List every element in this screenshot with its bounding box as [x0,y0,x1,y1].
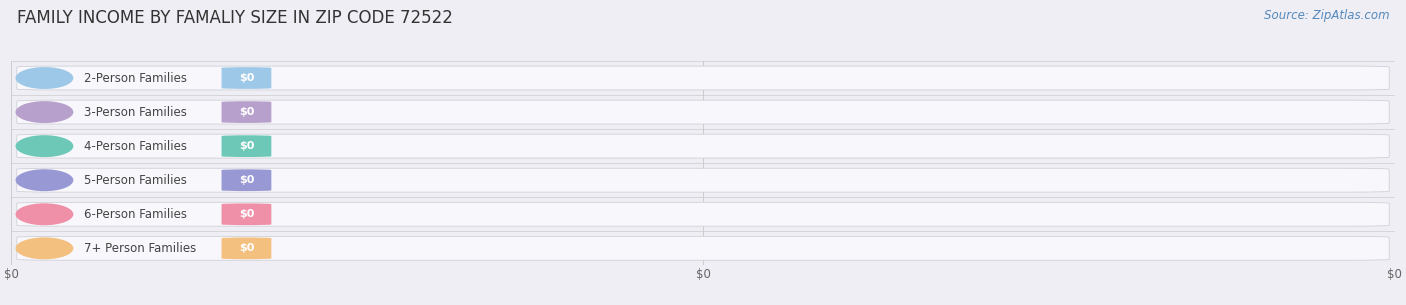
Text: Source: ZipAtlas.com: Source: ZipAtlas.com [1264,9,1389,22]
Ellipse shape [15,237,73,259]
Text: FAMILY INCOME BY FAMALIY SIZE IN ZIP CODE 72522: FAMILY INCOME BY FAMALIY SIZE IN ZIP COD… [17,9,453,27]
FancyBboxPatch shape [17,66,1389,90]
Text: 3-Person Families: 3-Person Families [84,106,187,119]
Text: $0: $0 [239,209,254,219]
FancyBboxPatch shape [222,101,271,123]
FancyBboxPatch shape [17,168,1389,192]
FancyBboxPatch shape [17,202,1389,226]
FancyBboxPatch shape [222,67,271,89]
Text: 6-Person Families: 6-Person Families [84,208,187,221]
Text: $0: $0 [239,243,254,253]
Ellipse shape [15,135,73,157]
Ellipse shape [15,203,73,225]
FancyBboxPatch shape [17,100,1389,124]
FancyBboxPatch shape [17,134,1389,158]
Ellipse shape [15,169,73,191]
Text: $0: $0 [239,73,254,83]
Ellipse shape [15,67,73,89]
Text: 7+ Person Families: 7+ Person Families [84,242,195,255]
FancyBboxPatch shape [222,169,271,191]
Text: $0: $0 [239,141,254,151]
FancyBboxPatch shape [222,203,271,225]
FancyBboxPatch shape [222,135,271,157]
FancyBboxPatch shape [17,236,1389,260]
Text: 5-Person Families: 5-Person Families [84,174,187,187]
FancyBboxPatch shape [222,237,271,259]
Text: 4-Person Families: 4-Person Families [84,140,187,152]
Text: $0: $0 [239,175,254,185]
Ellipse shape [15,101,73,123]
Text: $0: $0 [239,107,254,117]
Text: 2-Person Families: 2-Person Families [84,72,187,84]
